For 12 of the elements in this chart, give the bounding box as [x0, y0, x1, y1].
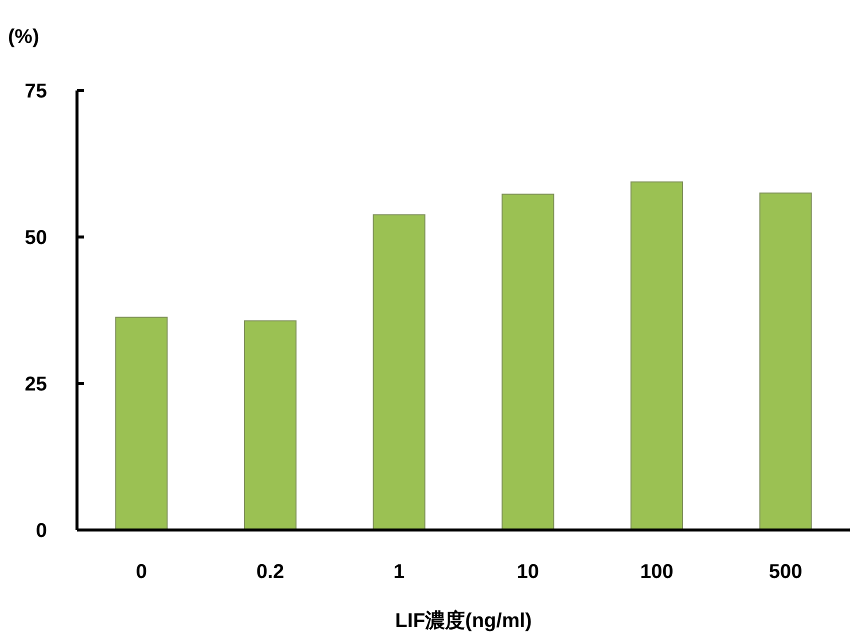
x-tick-label: 10 [516, 561, 540, 583]
y-tick-label: 75 [24, 80, 47, 102]
x-tick-label: 500 [768, 561, 802, 583]
x-tick-label: 100 [640, 561, 674, 583]
y-axis-title: (%) [8, 26, 40, 48]
y-tick-label: 25 [24, 374, 47, 396]
y-tick-label: 0 [36, 520, 47, 542]
x-axis-title: LIF濃度(ng/ml) [395, 609, 532, 632]
y-tick-label: 50 [24, 227, 47, 249]
x-tick-label: 0.2 [256, 561, 284, 583]
x-tick-label: 1 [394, 561, 405, 583]
x-tick-label: 0 [136, 561, 147, 583]
